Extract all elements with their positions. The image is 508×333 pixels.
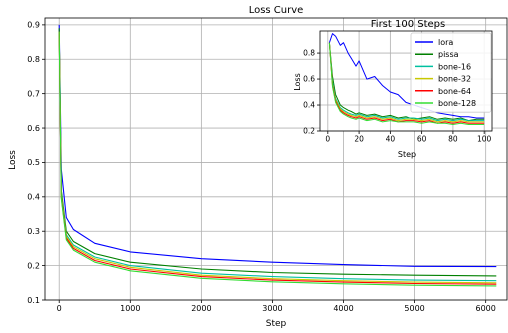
inset-y-tick-label: 0.6 bbox=[303, 75, 315, 84]
main-y-tick-label: 0.6 bbox=[27, 124, 40, 133]
inset-y-tick-label: 0.4 bbox=[303, 101, 315, 110]
inset-x-tick-label: 60 bbox=[417, 135, 427, 144]
main-x-axis-label: Step bbox=[266, 319, 287, 329]
inset-y-tick-label: 0.2 bbox=[303, 127, 315, 136]
inset-legend-box bbox=[410, 32, 492, 113]
main-y-tick-label: 0.2 bbox=[27, 261, 40, 270]
legend-label-bone-128: bone-128 bbox=[438, 99, 476, 108]
inset-plot-frame bbox=[319, 30, 493, 132]
main-series-lora-line bbox=[58, 24, 497, 268]
inset-series-bone-128-line bbox=[328, 42, 485, 125]
inset-x-axis-label: Step bbox=[398, 150, 416, 159]
main-y-tick-label: 0.9 bbox=[27, 21, 40, 30]
main-plot-frame bbox=[44, 17, 508, 301]
main-x-tick-label: 3000 bbox=[262, 304, 282, 313]
main-y-tick-label: 0.5 bbox=[27, 158, 40, 167]
main-chart-title: Loss Curve bbox=[249, 5, 304, 16]
inset-x-tick-label: 20 bbox=[354, 135, 364, 144]
legend-label-bone-64: bone-64 bbox=[438, 87, 471, 96]
main-y-tick-label: 0.7 bbox=[27, 89, 40, 98]
legend-label-bone-16: bone-16 bbox=[438, 62, 471, 71]
inset-chart-title: First 100 Steps bbox=[371, 19, 445, 30]
inset-series-pissa-line bbox=[328, 42, 485, 122]
main-x-tick-label: 1000 bbox=[120, 304, 140, 313]
inset-x-tick-label: 80 bbox=[448, 135, 458, 144]
inset-series-bone-64-line bbox=[328, 42, 485, 124]
main-x-tick-label: 6000 bbox=[475, 304, 495, 313]
main-x-tick-label: 2000 bbox=[191, 304, 211, 313]
inset-x-tick-label: 100 bbox=[477, 135, 492, 144]
legend-label-lora: lora bbox=[438, 38, 453, 47]
inset-x-tick-label: 40 bbox=[386, 135, 396, 144]
inset-x-tick-label: 0 bbox=[325, 135, 330, 144]
main-x-tick-label: 4000 bbox=[333, 304, 353, 313]
main-y-tick-label: 0.4 bbox=[27, 193, 40, 202]
main-x-tick-label: 5000 bbox=[404, 304, 424, 313]
main-series-bone-128-line bbox=[58, 31, 497, 287]
main-x-tick-label: 0 bbox=[57, 304, 62, 313]
legend-label-pissa: pissa bbox=[438, 50, 459, 59]
inset-y-axis-label: Loss bbox=[293, 73, 302, 91]
inset-series-lora-line bbox=[328, 33, 485, 119]
inset-y-tick-label: 0.8 bbox=[303, 49, 315, 58]
main-y-axis-label: Loss bbox=[8, 150, 18, 170]
legend-label-bone-32: bone-32 bbox=[438, 75, 471, 84]
inset-series-bone-32-line bbox=[328, 42, 485, 123]
inset-legend: lora pissa bone-16 bone-32 bone-64 bone-128 bbox=[410, 32, 492, 113]
main-y-tick-label: 0.3 bbox=[27, 227, 40, 236]
main-y-tick-label: 0.8 bbox=[27, 55, 40, 64]
main-y-tick-label: 0.1 bbox=[27, 296, 40, 305]
inset-series-bone-16-line bbox=[328, 42, 485, 122]
